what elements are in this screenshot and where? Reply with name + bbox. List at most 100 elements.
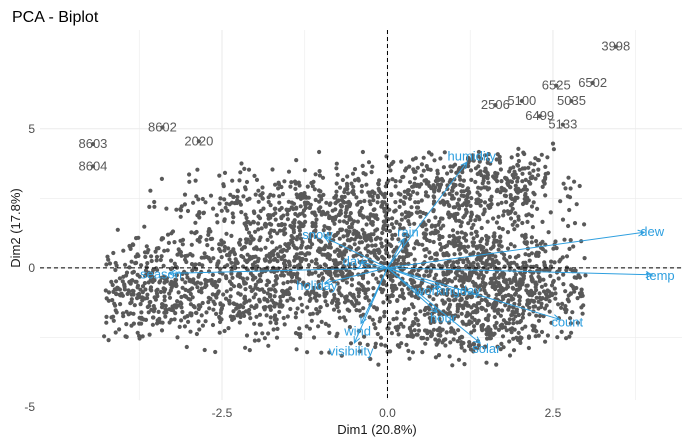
observation-point [426,218,431,223]
observation-point [561,272,566,277]
observation-point [256,338,261,343]
observation-point [423,341,428,346]
observation-point [273,182,278,187]
observation-point [273,211,278,216]
observation-point [282,258,288,263]
observation-point [192,305,197,310]
observation-point [344,207,349,212]
observation-point [564,336,569,341]
observation-point [147,303,152,308]
observation-point [159,254,164,259]
observation-point [479,269,484,274]
observation-point [382,200,387,205]
observation-point [463,232,469,237]
observation-point [243,309,249,314]
observation-point [531,270,536,275]
observation-point [275,231,280,236]
observation-point [402,189,407,194]
observation-point [523,191,528,196]
observation-point [312,210,317,215]
observation-point [464,257,470,262]
observation-point [184,344,189,350]
observation-point [155,287,160,292]
observation-point [572,275,577,280]
observation-point [268,215,273,220]
observation-point [485,219,490,224]
observation-point [410,184,415,189]
observation-point [482,200,488,205]
observation-point [556,302,561,307]
observation-point [515,175,520,181]
observation-point [316,285,322,290]
observation-point [494,362,499,367]
observation-point [345,233,350,238]
observation-point [567,195,573,200]
observation-point [188,302,193,307]
observation-point [405,188,411,193]
observation-point [491,240,496,245]
observation-point [222,328,227,334]
observation-point [377,188,382,193]
observation-point [357,341,363,346]
observation-point [366,160,372,165]
observation-point [461,292,466,297]
observation-point [486,180,491,185]
observation-point [481,274,486,279]
observation-point [317,246,322,251]
observation-point [200,323,205,328]
observation-point [527,258,532,263]
observation-point [440,298,445,303]
observation-point [349,299,354,304]
observation-point [469,225,474,231]
variable-arrowhead [323,278,332,286]
observation-point [486,152,491,157]
observation-point [286,169,292,174]
observation-point [354,247,359,252]
observation-point [179,305,184,310]
observation-point [379,342,384,347]
observation-point [526,345,532,351]
observation-point [263,305,268,310]
observation-point [147,300,152,305]
observation-point [337,219,342,224]
observation-point [564,254,570,259]
observation-point [474,197,479,202]
observation-point [162,294,167,299]
observation-point [521,276,526,281]
observation-point [235,194,240,200]
observation-point [345,238,350,243]
observation-point [328,273,333,278]
observation-point [176,290,181,295]
observation-point [387,229,393,234]
observation-point [152,306,157,311]
observation-point [194,331,199,337]
observation-point [399,212,405,217]
observation-point [513,183,518,188]
observation-point [283,263,288,268]
observation-point [437,316,442,321]
observation-point [164,310,169,315]
observation-point [370,213,375,218]
observation-point [379,241,384,246]
observation-point [508,179,513,184]
observation-point [400,249,406,254]
observation-point [254,304,259,309]
observation-point [173,277,178,282]
observation-point [389,192,394,198]
observation-point [135,285,140,290]
observation-point [215,291,220,296]
observation-point [321,228,326,233]
variable-label: hour [430,311,457,326]
observation-point [423,235,428,240]
observation-point [486,301,491,306]
labeled-observation-point [160,125,165,130]
observation-point [336,198,341,203]
observation-point [409,302,415,307]
observation-point [530,225,536,230]
observation-point [458,251,463,256]
observation-point [459,193,464,198]
observation-point [531,325,537,330]
variable-arrowhead [430,305,438,314]
observation-point [383,343,388,348]
observation-point [508,185,513,190]
